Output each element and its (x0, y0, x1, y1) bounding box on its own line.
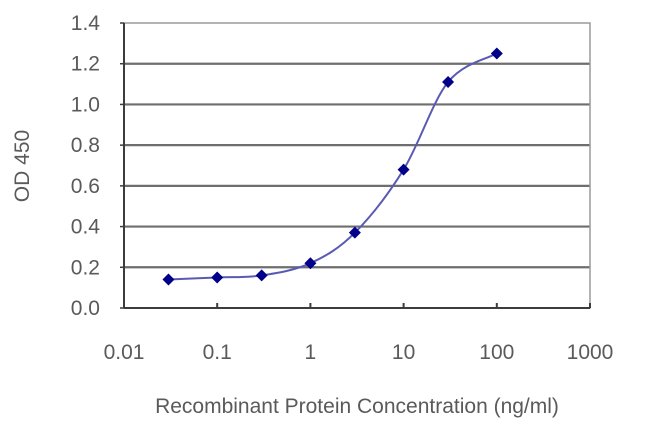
y-axis-tick-labels: 0.0 0.2 0.4 0.6 0.8 1.0 1.2 1.4 (71, 12, 101, 320)
series-line (168, 52, 498, 281)
x-tick-label: 0.1 (203, 341, 232, 364)
data-point-diamond-marker (304, 257, 317, 270)
x-axis-tick-labels: 0.01 0.1 1 10 100 1000 (104, 341, 614, 364)
axes (120, 22, 591, 309)
y-tick-label: 0.2 (71, 256, 100, 279)
y-tick-label: 0.4 (71, 216, 101, 239)
y-tick-label: 0.8 (71, 134, 100, 157)
y-tick-label: 0.6 (71, 175, 100, 198)
x-tick-label: 0.01 (104, 341, 145, 364)
y-tick-label: 1.0 (71, 93, 100, 116)
y-tick-label: 1.4 (71, 12, 101, 35)
series-markers (162, 47, 503, 286)
data-point-diamond-marker (348, 226, 361, 239)
x-tick-label: 100 (479, 341, 514, 364)
data-point-diamond-marker (211, 271, 224, 284)
x-tick-label: 1000 (567, 341, 614, 364)
x-tick-label: 1 (305, 341, 317, 364)
y-tick-label: 0.0 (71, 297, 100, 320)
y-tick-label: 1.2 (71, 53, 100, 76)
data-point-diamond-marker (442, 76, 455, 89)
data-point-diamond-marker (255, 269, 268, 282)
plot-frame (123, 22, 591, 309)
data-point-diamond-marker (490, 47, 503, 60)
x-axis-title: Recombinant Protein Concentration (ng/ml… (155, 395, 559, 418)
gridlines (124, 62, 590, 269)
x-tick-label: 10 (392, 341, 415, 364)
y-axis-title: OD 450 (11, 130, 34, 202)
data-point-diamond-marker (397, 163, 410, 176)
data-point-diamond-marker (162, 273, 175, 286)
